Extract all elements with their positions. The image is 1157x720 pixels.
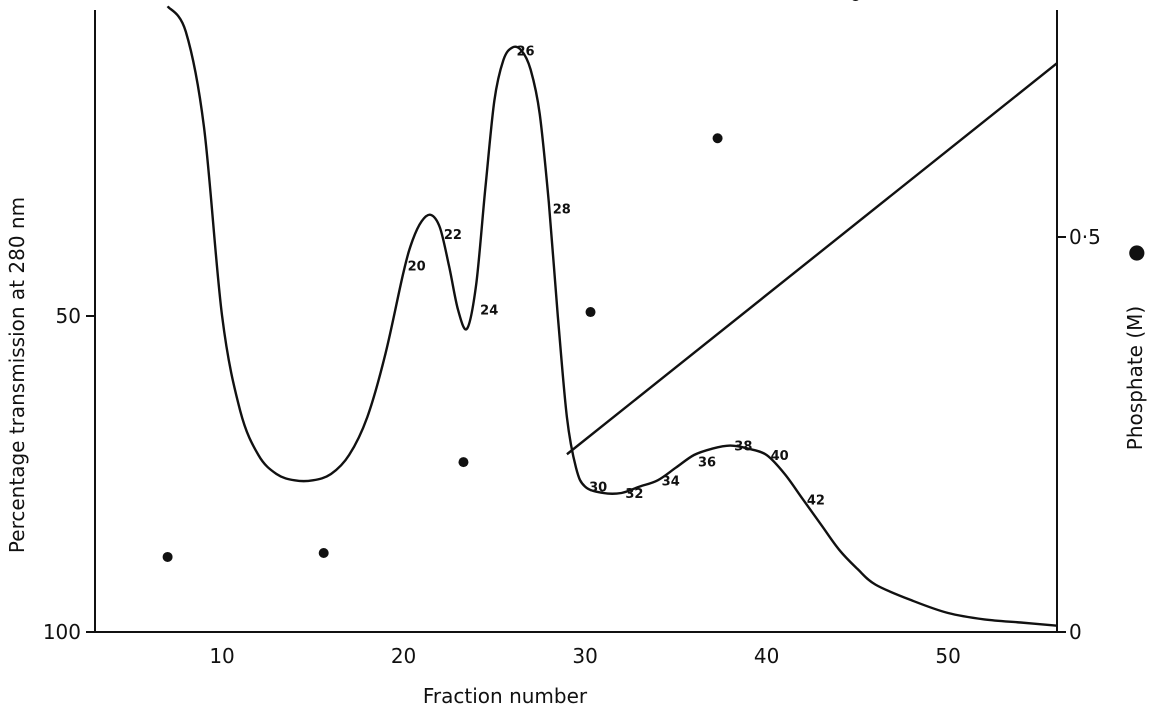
- phosphate-point: [712, 133, 723, 144]
- series: [166, 5, 1058, 627]
- x-axis-title: Fraction number: [423, 684, 588, 708]
- phosphate-gradient-line: [566, 62, 1058, 456]
- fraction-label: 36: [698, 455, 716, 470]
- fraction-label: 20: [408, 259, 426, 274]
- phosphate-points: [162, 0, 859, 562]
- transmission-curve: [166, 5, 1058, 627]
- y-right-tick-label: 0: [1069, 620, 1082, 644]
- x-tick-label: 50: [935, 644, 960, 668]
- fraction-label: 42: [807, 493, 825, 508]
- y-left-tick-label: 50: [56, 304, 81, 328]
- fraction-label: 34: [662, 474, 680, 489]
- y-right-tick-label: 0·5: [1069, 225, 1101, 249]
- axes: [86, 10, 1066, 633]
- phosphate-point: [585, 307, 596, 318]
- fraction-label: 40: [771, 449, 789, 464]
- y-axis-right-title-group: Phosphate (M) ●: [1123, 244, 1147, 450]
- phosphate-point: [318, 548, 329, 558]
- fraction-label: 32: [625, 487, 643, 502]
- phosphate-point: [162, 551, 173, 562]
- fraction-label: 26: [516, 45, 534, 60]
- phosphate-point: [458, 457, 469, 468]
- x-tick-label: 10: [209, 644, 234, 668]
- tick-labels: 10 20 30 40 50 50 100 0·5 0: [43, 225, 1101, 668]
- fraction-label: 28: [553, 203, 571, 218]
- phosphate-marker-icon: ●: [1123, 244, 1147, 261]
- fraction-label: 24: [480, 304, 498, 319]
- phosphate-point: [852, 0, 859, 2]
- x-tick-label: 40: [754, 644, 779, 668]
- y-left-tick-label: 100: [43, 620, 81, 644]
- fraction-label: 38: [734, 440, 752, 455]
- y-axis-left-title: Percentage transmission at 280 nm: [5, 197, 29, 553]
- x-tick-label: 30: [572, 644, 597, 668]
- fraction-label: 30: [589, 481, 607, 496]
- x-tick-label: 20: [391, 644, 416, 668]
- fraction-labels: 20 22 24 26 28 30 32 34 36 38 40 42: [408, 45, 825, 509]
- y-axis-right-title: Phosphate (M): [1123, 306, 1147, 450]
- fraction-label: 22: [444, 228, 462, 243]
